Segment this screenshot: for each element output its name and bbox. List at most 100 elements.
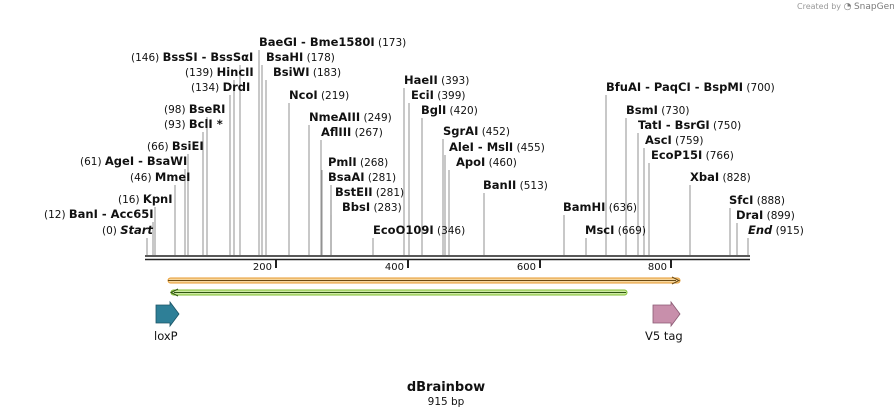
- snapgene-watermark: Created by ◔ SnapGene: [797, 2, 894, 12]
- site-position-ecop15i: (766): [702, 150, 734, 162]
- site-label-bsmi[interactable]: BsmI (730): [626, 103, 689, 117]
- snapgene-logo-icon: ◔: [843, 2, 852, 12]
- site-enzyme-ecii: EciI: [411, 88, 434, 102]
- ruler-label-200: 200: [253, 262, 272, 273]
- site-position-pmli: (268): [357, 157, 389, 169]
- site-label-end[interactable]: End (915): [748, 223, 804, 237]
- site-label-haeii[interactable]: HaeII (393): [404, 73, 469, 87]
- site-label-alei-msli[interactable]: AleI - MslI (455): [449, 140, 545, 154]
- orf-reverse[interactable]: [169, 288, 628, 297]
- site-position-end: (915): [772, 225, 804, 237]
- watermark-brand: SnapGene: [853, 2, 894, 12]
- site-label-bgli[interactable]: BglI (420): [421, 103, 478, 117]
- site-label-ecoo109i[interactable]: EcoO109I (346): [373, 223, 465, 237]
- site-enzyme-ncoi: NcoI: [289, 88, 318, 102]
- site-label-bfuai-paqci-bspmi[interactable]: BfuAI - PaqCI - BspMI (700): [606, 80, 775, 94]
- site-label-bsssi-bsss-i[interactable]: (146) BssSI - BssSαI: [131, 50, 253, 64]
- site-enzyme-kpni: KpnI: [143, 192, 173, 206]
- site-enzyme-bsteii: BstEII: [335, 185, 373, 199]
- site-position-apoi: (460): [485, 157, 517, 169]
- site-label-kpni[interactable]: (16) KpnI: [118, 192, 173, 206]
- site-label-bamhi[interactable]: BamHI (636): [563, 200, 637, 214]
- site-label-bsaai[interactable]: BsaAI (281): [328, 170, 396, 184]
- site-position-xbai: (828): [719, 172, 751, 184]
- site-label-ecii[interactable]: EciI (399): [411, 88, 465, 102]
- site-position-sfci: (888): [753, 195, 785, 207]
- site-enzyme-apoi: ApoI: [456, 155, 485, 169]
- site-position-start: (0): [102, 225, 120, 237]
- site-label-asci[interactable]: AscI (759): [645, 133, 703, 147]
- site-enzyme-bsssi-bsss-i: BssSI - BssSαI: [163, 50, 254, 64]
- backbone: [145, 255, 750, 261]
- site-position-tati-bsrgi: (750): [710, 120, 742, 132]
- site-enzyme-bcli: BclI *: [189, 117, 223, 131]
- site-label-banii[interactable]: BanII (513): [483, 178, 548, 192]
- site-label-baegi-bme1580i[interactable]: BaeGI - Bme1580I (173): [259, 35, 406, 49]
- ruler-label-400: 400: [385, 262, 404, 273]
- site-label-bsiwi[interactable]: BsiWI (183): [273, 65, 341, 79]
- site-position-bbsi: (283): [370, 202, 402, 214]
- site-label-afliii[interactable]: AflIII (267): [321, 125, 383, 139]
- site-position-drai: (899): [763, 210, 795, 222]
- site-enzyme-baegi-bme1580i: BaeGI - Bme1580I: [259, 35, 375, 49]
- site-label-ecop15i[interactable]: EcoP15I (766): [651, 148, 734, 162]
- site-position-ecoo109i: (346): [434, 225, 466, 237]
- site-position-baegi-bme1580i: (173): [375, 37, 407, 49]
- site-enzyme-banii: BanII: [483, 178, 516, 192]
- feature-loxp[interactable]: loxP: [154, 300, 180, 343]
- site-enzyme-tati-bsrgi: TatI - BsrGI: [638, 118, 710, 132]
- site-label-sfci[interactable]: SfcI (888): [729, 193, 785, 207]
- site-label-mmei[interactable]: (46) MmeI: [130, 170, 190, 184]
- site-label-drdi[interactable]: (134) DrdI: [191, 80, 250, 94]
- site-position-kpni: (16): [118, 194, 143, 206]
- site-label-start[interactable]: (0) Start: [102, 223, 153, 237]
- site-enzyme-sfci: SfcI: [729, 193, 753, 207]
- site-label-bsahi[interactable]: BsaHI (178): [266, 50, 335, 64]
- site-position-bsiei: (66): [147, 141, 172, 153]
- site-label-bsteii[interactable]: BstEII (281): [335, 185, 404, 199]
- site-position-drdi: (134): [191, 82, 223, 94]
- site-enzyme-bsmi: BsmI: [626, 103, 658, 117]
- loxp-arrow-icon[interactable]: [155, 300, 180, 328]
- feature-label-v5-tag: V5 tag: [645, 329, 683, 343]
- orf-forward[interactable]: [167, 276, 681, 285]
- site-label-nmeaiii[interactable]: NmeAIII (249): [309, 110, 392, 124]
- site-label-drai[interactable]: DraI (899): [736, 208, 795, 222]
- site-position-bsteii: (281): [373, 187, 405, 199]
- v5-tag-arrow-icon[interactable]: [652, 300, 681, 328]
- site-labels[interactable]: (0) Start (12) BanI - Acc65I(16) KpnI (46)…: [44, 35, 804, 237]
- site-label-apoi[interactable]: ApoI (460): [456, 155, 517, 169]
- site-label-pmli[interactable]: PmlI (268): [328, 155, 388, 169]
- site-label-bani-acc65i[interactable]: (12) BanI - Acc65I: [44, 207, 154, 221]
- site-label-agei-bsawi[interactable]: (61) AgeI - BsaWI: [80, 154, 187, 168]
- site-position-banii: (513): [516, 180, 548, 192]
- site-enzyme-bani-acc65i: BanI - Acc65I: [69, 207, 154, 221]
- site-label-ncoi[interactable]: NcoI (219): [289, 88, 349, 102]
- site-position-afliii: (267): [351, 127, 383, 139]
- site-label-bcli[interactable]: (93) BclI *: [164, 117, 223, 131]
- feature-v5-tag[interactable]: V5 tag: [645, 300, 683, 343]
- site-label-hincii[interactable]: (139) HincII: [185, 65, 254, 79]
- site-label-tati-bsrgi[interactable]: TatI - BsrGI (750): [638, 118, 741, 132]
- site-enzyme-ecop15i: EcoP15I: [651, 148, 702, 162]
- site-label-xbai[interactable]: XbaI (828): [690, 170, 751, 184]
- site-position-bsahi: (178): [303, 52, 335, 64]
- site-position-bgli: (420): [446, 105, 478, 117]
- site-enzyme-end: End: [748, 223, 773, 237]
- site-enzyme-sgrai: SgrAI: [443, 124, 478, 138]
- site-label-sgrai[interactable]: SgrAI (452): [443, 124, 510, 138]
- site-label-msci[interactable]: MscI (669): [585, 223, 646, 237]
- site-label-bbsi[interactable]: BbsI (283): [342, 200, 402, 214]
- site-position-haeii: (393): [438, 75, 470, 87]
- site-label-bsiei[interactable]: (66) BsiEI: [147, 139, 204, 153]
- site-position-agei-bsawi: (61): [80, 156, 105, 168]
- site-enzyme-agei-bsawi: AgeI - BsaWI: [105, 154, 187, 168]
- site-label-bseri[interactable]: (98) BseRI: [164, 102, 225, 116]
- site-enzyme-xbai: XbaI: [690, 170, 719, 184]
- site-enzyme-drai: DraI: [736, 208, 763, 222]
- site-position-nmeaiii: (249): [360, 112, 392, 124]
- site-enzyme-bfuai-paqci-bspmi: BfuAI - PaqCI - BspMI: [606, 80, 743, 94]
- site-enzyme-bsahi: BsaHI: [266, 50, 303, 64]
- ruler-label-600: 600: [517, 262, 536, 273]
